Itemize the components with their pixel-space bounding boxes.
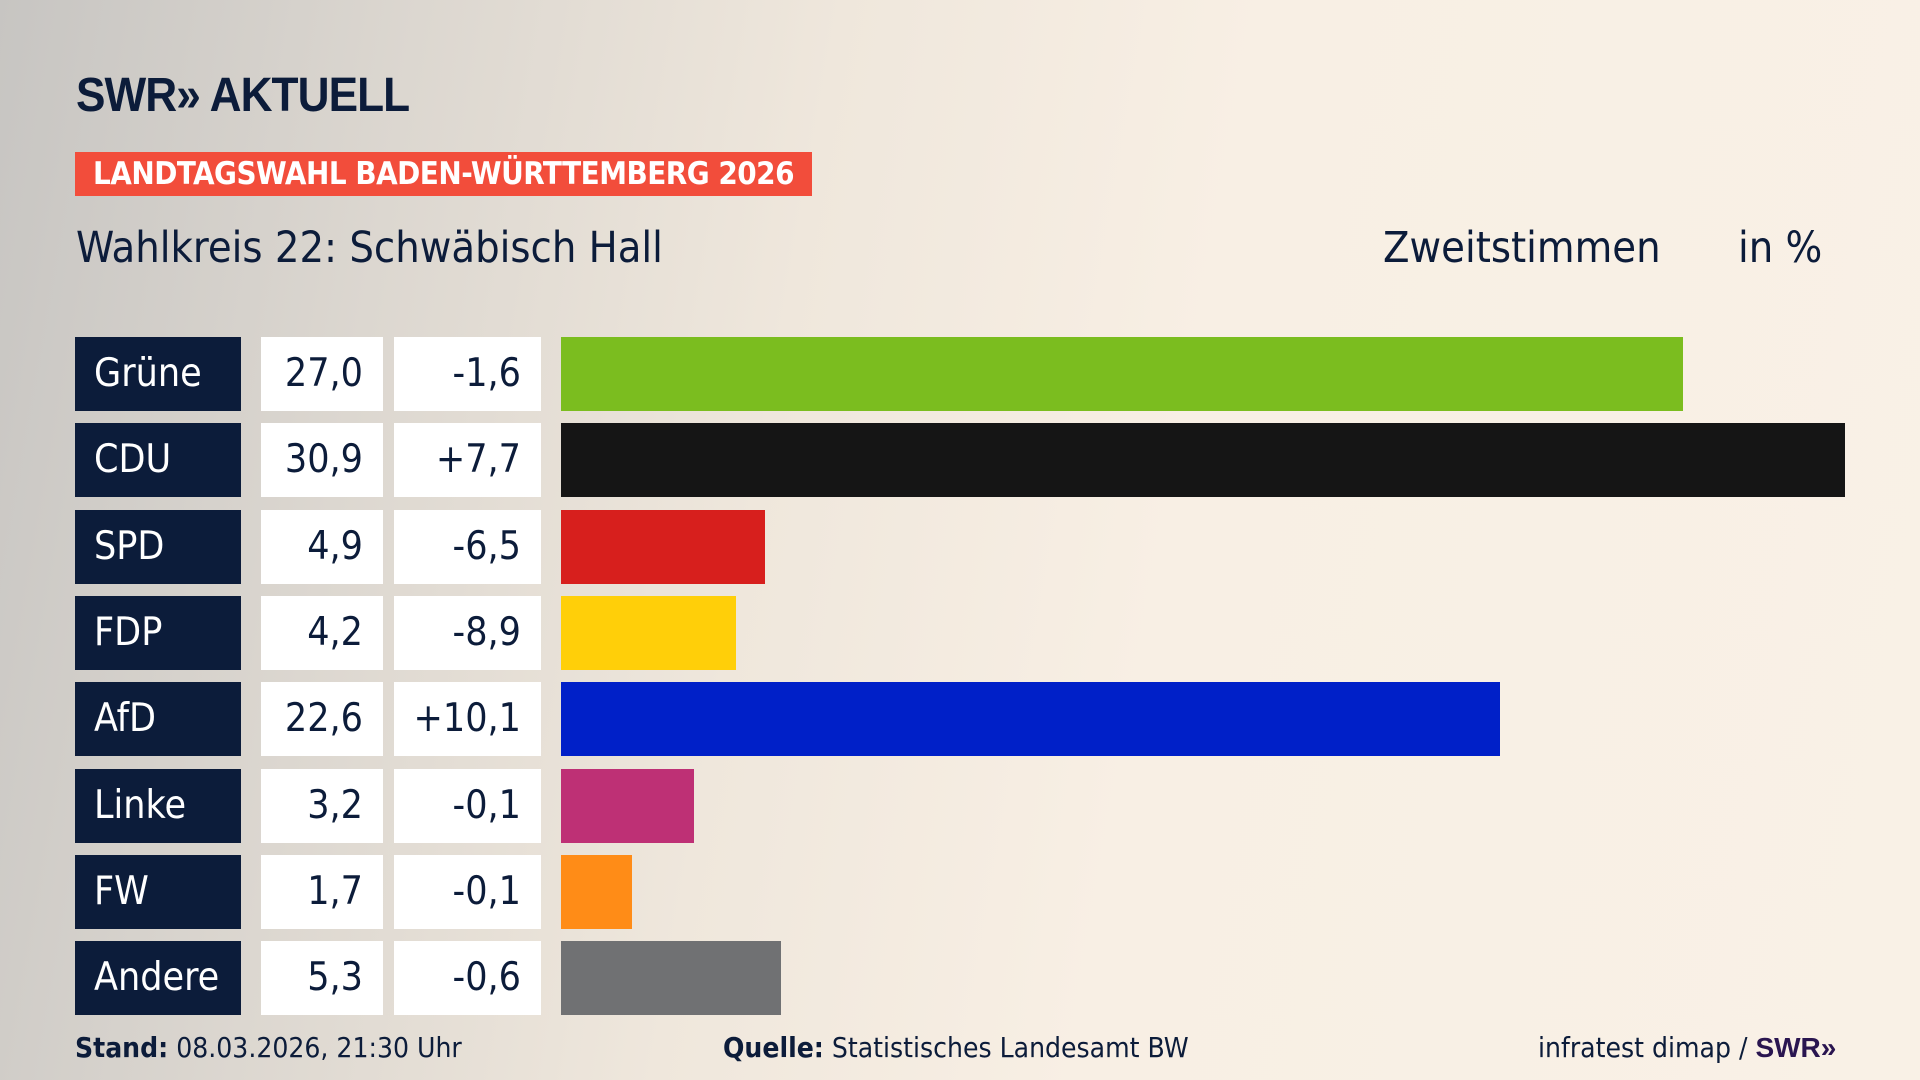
value-label: 5,3 [261,941,383,1016]
credit-text: infratest dimap / [1538,1031,1748,1064]
value-label: 30,9 [261,423,383,498]
source: Quelle: Statistisches Landesamt BW [723,1030,1189,1066]
diff-label: +10,1 [394,682,541,757]
party-name: AfD [75,682,241,757]
diff-label: -8,9 [394,595,541,670]
bar [561,941,782,1016]
swr-aktuell-logo: SWR» AKTUELL [76,69,410,122]
party-name: Linke [75,768,241,843]
stand-label: Stand: [75,1031,169,1064]
election-banner: LANDTAGSWAHL BADEN-WÜRTTEMBERG 2026 [75,152,812,196]
value-label: 3,2 [261,768,383,843]
diff-label: -0,6 [394,941,541,1016]
bar [561,854,632,929]
bar [561,595,736,670]
bar [561,768,694,843]
party-name: FDP [75,595,241,670]
bar [561,423,1845,498]
swr-logo: SWR» [1755,1032,1837,1063]
unit-label: in % [1738,223,1823,273]
source-label: Quelle: [723,1031,824,1064]
party-name: Grüne [75,337,241,411]
bar [561,682,1501,757]
chart-title: Wahlkreis 22: Schwäbisch Hall [76,223,663,273]
bar [561,509,765,584]
diff-label: -1,6 [394,337,541,411]
party-name: FW [75,854,241,929]
diff-label: +7,7 [394,423,541,498]
source-value: Statistisches Landesamt BW [831,1031,1189,1064]
bar [561,337,1683,411]
stand-value: 08.03.2026, 21:30 Uhr [176,1031,462,1064]
value-label: 22,6 [261,682,383,757]
party-name: CDU [75,423,241,498]
value-label: 27,0 [261,337,383,411]
diff-label: -6,5 [394,509,541,584]
diff-label: -0,1 [394,768,541,843]
vote-type-label: Zweitstimmen [1383,223,1661,273]
party-name: Andere [75,941,241,1016]
value-label: 4,9 [261,509,383,584]
diff-label: -0,1 [394,854,541,929]
party-name: SPD [75,509,241,584]
value-label: 1,7 [261,854,383,929]
credit: infratest dimap / SWR» [1538,1030,1836,1066]
value-label: 4,2 [261,595,383,670]
timestamp: Stand: 08.03.2026, 21:30 Uhr [75,1030,462,1066]
